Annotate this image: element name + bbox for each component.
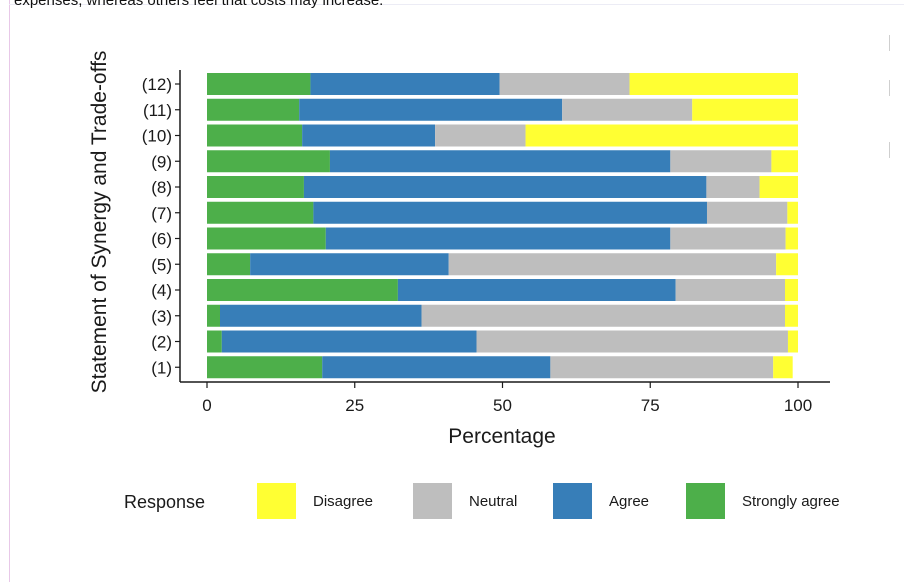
bar-disagree-1 (773, 356, 793, 379)
bar-disagree-9 (771, 150, 798, 173)
page-top-border (9, 4, 904, 5)
legend-label-disagree: Disagree (313, 493, 373, 510)
bar-agree-10 (302, 124, 436, 147)
bar-strongly-agree-2 (207, 330, 222, 353)
legend-label-strongly-agree: Strongly agree (742, 493, 840, 510)
x-tick-labels: 0 25 50 75 100 (202, 382, 812, 415)
y-tick-label: (12) (142, 75, 172, 94)
bar-strongly-agree-7 (207, 201, 314, 224)
page-left-border (9, 0, 10, 582)
bar-neutral-1 (550, 356, 774, 379)
caption-fragment: expenses, whereas others feel that costs… (14, 0, 384, 9)
y-tick-label: (9) (151, 152, 172, 171)
scroll-artifact (889, 142, 890, 158)
bar-strongly-agree-12 (207, 73, 311, 95)
bar-neutral-6 (670, 227, 786, 250)
bar-neutral-3 (421, 304, 785, 327)
x-tick-label: 50 (493, 396, 512, 415)
legend-label-neutral: Neutral (469, 493, 517, 510)
y-tick-label: (4) (151, 281, 172, 300)
x-tick-label: 0 (202, 396, 211, 415)
bar-disagree-3 (784, 304, 798, 327)
bar-disagree-4 (784, 279, 798, 301)
bar-agree-2 (221, 330, 477, 353)
bar-strongly-agree-9 (207, 150, 330, 173)
x-tick-label: 75 (641, 396, 660, 415)
bar-agree-11 (299, 98, 563, 121)
bar-agree-4 (397, 279, 676, 301)
legend-swatch-disagree (257, 483, 296, 519)
y-tick-label: (6) (151, 230, 172, 249)
bar-strongly-agree-3 (207, 304, 221, 327)
bar-neutral-5 (448, 253, 777, 276)
bar-neutral-4 (675, 279, 785, 301)
bars-group (207, 73, 798, 379)
legend: Response Disagree Neutral Agree Strongly ag… (124, 483, 840, 519)
bar-strongly-agree-11 (207, 98, 300, 121)
bar-neutral-2 (476, 330, 788, 353)
legend-title: Response (124, 492, 205, 512)
bar-agree-5 (250, 253, 449, 276)
bar-agree-7 (313, 201, 707, 224)
bar-strongly-agree-4 (207, 279, 398, 301)
bar-agree-9 (329, 150, 671, 173)
bar-disagree-10 (525, 124, 798, 147)
y-tick-label: (3) (151, 307, 172, 326)
y-tick-labels: (1) (2) (3) (4) (5) (6) (7) (8) (9) (10) (11) (12) (142, 75, 180, 377)
y-tick-label: (7) (151, 204, 172, 223)
bar-neutral-12 (499, 73, 630, 95)
legend-swatch-agree (553, 483, 592, 519)
bar-disagree-7 (787, 201, 798, 224)
bar-strongly-agree-8 (207, 176, 304, 198)
bar-neutral-11 (562, 98, 693, 121)
bar-disagree-12 (629, 73, 798, 95)
bar-strongly-agree-10 (207, 124, 303, 147)
bar-disagree-8 (759, 176, 798, 198)
y-tick-label: (1) (151, 358, 172, 377)
x-tick-label: 100 (784, 396, 812, 415)
bar-agree-12 (310, 73, 500, 95)
bar-neutral-10 (435, 124, 526, 147)
x-tick-label: 25 (345, 396, 364, 415)
legend-swatch-neutral (413, 483, 452, 519)
bar-strongly-agree-1 (207, 356, 323, 379)
bar-disagree-6 (785, 227, 798, 250)
bar-agree-6 (325, 227, 671, 250)
bar-strongly-agree-6 (207, 227, 326, 250)
y-tick-label: (5) (151, 255, 172, 274)
bar-strongly-agree-5 (207, 253, 251, 276)
bar-disagree-5 (776, 253, 798, 276)
scroll-artifact (889, 35, 890, 51)
bar-neutral-9 (670, 150, 772, 173)
y-tick-label: (2) (151, 333, 172, 352)
legend-label-agree: Agree (609, 493, 649, 510)
bar-neutral-7 (706, 201, 788, 224)
bar-disagree-2 (787, 330, 798, 353)
y-axis-title: Statement of Synergy and Trade-offs (88, 51, 111, 394)
bar-neutral-8 (706, 176, 760, 198)
bar-disagree-11 (692, 98, 798, 121)
y-tick-label: (8) (151, 178, 172, 197)
legend-swatch-strongly-agree (686, 483, 725, 519)
axes-group (179, 70, 830, 383)
bar-agree-1 (322, 356, 551, 379)
bar-agree-8 (303, 176, 707, 198)
bar-agree-3 (220, 304, 422, 327)
scroll-artifact (889, 80, 890, 96)
y-tick-label: (11) (143, 101, 172, 120)
y-tick-label: (10) (142, 127, 172, 146)
x-axis-title: Percentage (448, 425, 555, 448)
